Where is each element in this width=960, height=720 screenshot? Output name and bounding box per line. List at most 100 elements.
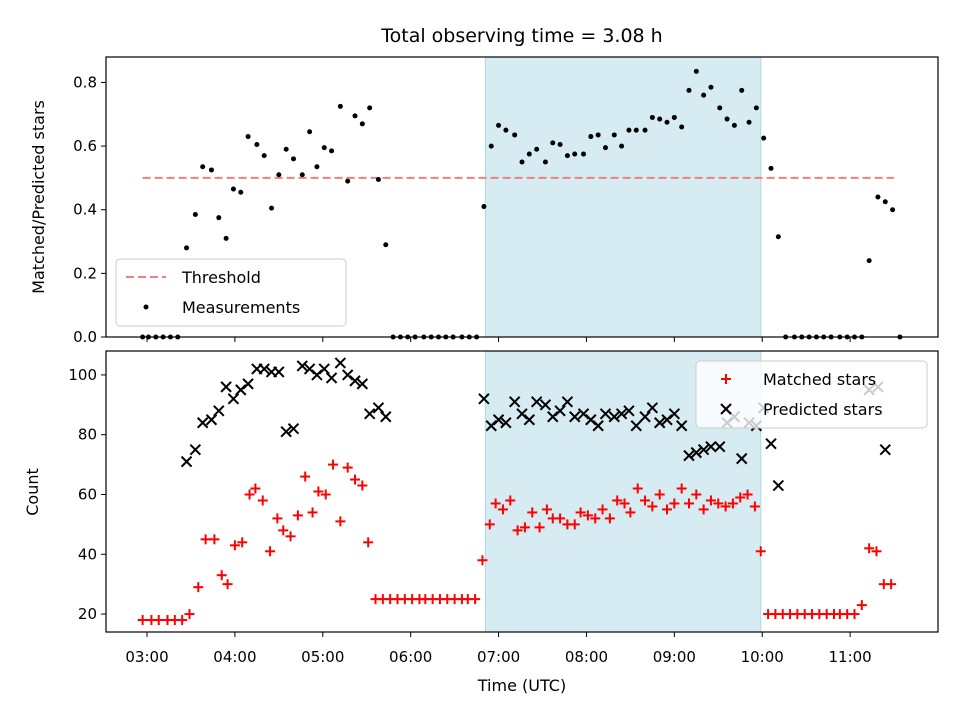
x-tick-label: 09:00 — [653, 648, 696, 666]
predicted-point — [599, 408, 612, 420]
cross-stroke — [196, 417, 209, 429]
measurement-point — [503, 127, 509, 133]
measurement-point — [276, 172, 282, 178]
measurement-point — [329, 148, 335, 154]
bottom-panel: 20 40 60 80 100 03:00 04:00 05:00 06:00 07:00 08:… — [23, 350, 939, 695]
matched-point — [604, 513, 615, 524]
bottom-y-axis: 20 40 60 80 100 — [68, 366, 106, 623]
measurement-point — [557, 142, 563, 147]
cross-stroke — [356, 378, 369, 390]
predicted-point — [675, 420, 688, 432]
y-tick-label: 0.2 — [73, 264, 97, 282]
measurement-point — [753, 105, 759, 111]
predicted-point — [765, 437, 777, 450]
matched-point — [470, 594, 481, 605]
cross-stroke — [508, 396, 521, 408]
cross-stroke — [577, 408, 590, 420]
measurement-point — [359, 121, 365, 127]
matched-point — [285, 531, 296, 542]
bottom-legend: Matched stars Predicted stars — [695, 360, 928, 429]
legend-matched-label: Matched stars — [763, 370, 876, 389]
matched-point — [292, 510, 303, 521]
predicted-point — [258, 363, 270, 375]
measurement-point — [866, 258, 872, 264]
measurement-point — [208, 167, 214, 173]
x-tick-label: 05:00 — [301, 648, 344, 666]
matched-point — [257, 495, 268, 506]
matched-point — [477, 555, 488, 566]
predicted-point — [363, 408, 376, 420]
cross-stroke — [220, 381, 232, 393]
matched-point — [871, 546, 882, 557]
predicted-point — [349, 375, 361, 387]
measurement-point — [649, 114, 655, 120]
cross-stroke — [478, 393, 490, 405]
cross-stroke — [287, 423, 300, 435]
matched-point — [193, 582, 204, 593]
legend-measurement-label: Measurements — [182, 298, 300, 317]
measurement-point — [314, 164, 320, 170]
predicted-point — [683, 449, 695, 462]
matched-point — [229, 540, 240, 551]
y-tick-label: 60 — [78, 485, 97, 503]
cross-stroke — [227, 393, 240, 405]
top-y-axis: 0.0 0.2 0.4 0.6 0.8 — [73, 73, 106, 346]
measurement-point — [717, 105, 723, 111]
measurement-point — [512, 132, 518, 138]
predicted-point — [189, 443, 202, 456]
matched-point — [265, 546, 276, 557]
measurement-point — [626, 127, 632, 133]
cross-stroke — [608, 411, 620, 423]
measurement-point — [724, 116, 730, 122]
measurement-point — [761, 135, 767, 141]
measurement-point — [283, 146, 289, 152]
cross-stroke — [630, 420, 642, 432]
measurement-point — [238, 189, 244, 195]
measurement-point — [337, 103, 343, 109]
predicted-point — [356, 378, 369, 390]
measurement-point — [550, 140, 556, 146]
matched-point — [612, 495, 623, 506]
matched-point — [698, 504, 709, 515]
measurement-point — [519, 159, 525, 165]
top-legend: Threshold Measurements — [115, 258, 347, 327]
legend-threshold-label: Threshold — [181, 268, 261, 287]
cross-stroke — [736, 452, 748, 465]
cross-stroke — [554, 405, 566, 417]
measurement-point — [216, 215, 222, 221]
matched-point — [886, 579, 897, 590]
matched-point — [278, 525, 289, 536]
predicted-point — [500, 417, 512, 429]
measurement-point — [383, 242, 389, 248]
legend-matched-swatch — [721, 374, 731, 384]
measurement-point — [230, 186, 236, 192]
matched-point — [669, 498, 680, 509]
predicted-point — [242, 378, 254, 390]
matched-point — [597, 504, 608, 515]
measurement-point — [352, 113, 358, 119]
x-tick-label: 04:00 — [213, 648, 256, 666]
top-observing-window — [484, 56, 762, 338]
predicted-point — [372, 402, 385, 414]
cross-stroke — [561, 396, 574, 408]
matched-point — [582, 510, 593, 521]
matched-point — [705, 495, 716, 506]
cross-stroke — [334, 357, 347, 369]
predicted-point — [653, 417, 666, 429]
matched-point — [849, 609, 860, 620]
matched-point — [632, 483, 643, 494]
cross-stroke — [205, 414, 218, 426]
cross-stroke — [569, 411, 581, 423]
matched-point — [647, 501, 658, 512]
measurement-point — [496, 122, 502, 128]
predicted-point — [296, 360, 308, 372]
measurement-point — [375, 177, 381, 182]
measurement-point — [299, 172, 305, 178]
matched-point — [505, 495, 516, 506]
cross-stroke — [372, 402, 385, 414]
matched-point — [575, 507, 586, 518]
measurement-point — [488, 143, 494, 149]
predicted-point — [180, 455, 193, 468]
measurement-point — [686, 87, 692, 93]
measurement-point — [564, 153, 570, 159]
